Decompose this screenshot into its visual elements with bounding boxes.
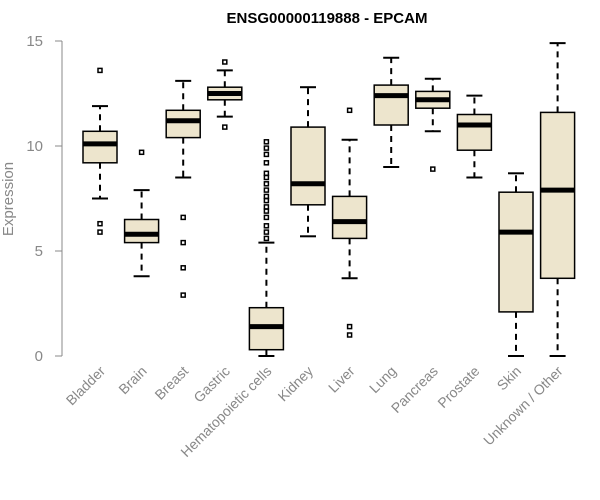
iqr-box: [82, 130, 118, 164]
box-liver: [331, 107, 368, 338]
outlier-point: [180, 292, 186, 298]
box-series: [82, 42, 576, 357]
box-bladder: [82, 67, 118, 235]
y-axis-label: Expression: [0, 162, 17, 236]
outlier-point: [263, 170, 270, 177]
outlier-point: [263, 151, 270, 158]
outlier-point: [346, 332, 353, 338]
outlier-point: [263, 223, 270, 229]
iqr-box: [290, 126, 326, 206]
outlier-point: [430, 166, 436, 172]
outlier-point: [263, 193, 270, 200]
outlier-point: [263, 204, 270, 210]
outlier-point: [346, 107, 353, 114]
outlier-point: [263, 174, 270, 181]
outlier-point: [263, 187, 270, 193]
outlier-point: [263, 181, 270, 187]
outlier-point: [138, 149, 145, 156]
box-prostate: [456, 94, 493, 179]
y-axis: 0 5 10 15: [26, 33, 63, 365]
category-label: Unknown / Other: [480, 363, 566, 449]
outlier-point: [97, 229, 103, 235]
outlier-point: [97, 67, 103, 74]
category-label: Breast: [151, 363, 191, 403]
category-label: Prostate: [434, 363, 482, 411]
box-pancreas: [415, 77, 451, 172]
outlier-point: [263, 145, 270, 151]
outlier-point: [263, 214, 270, 221]
iqr-box: [498, 191, 534, 313]
outlier-point: [180, 239, 186, 246]
category-label: Kidney: [275, 363, 317, 405]
outlier-point: [180, 214, 186, 221]
category-label: Lung: [366, 363, 399, 396]
chart-title: ENSG00000119888 - EPCAM: [227, 10, 428, 27]
outlier-point: [180, 265, 186, 271]
box-gastric: [207, 59, 243, 130]
y-tick-label: 15: [26, 33, 43, 50]
iqr-box: [456, 113, 493, 151]
outlier-point: [97, 220, 103, 227]
outlier-point: [346, 323, 353, 330]
outlier-point: [263, 139, 270, 145]
box-hematopoietic-cells: [248, 139, 285, 357]
outlier-point: [263, 229, 270, 235]
outlier-point: [263, 208, 270, 214]
iqr-box: [373, 84, 409, 126]
outlier-point: [263, 160, 270, 166]
y-tick-label: 0: [35, 348, 43, 365]
iqr-box: [331, 195, 368, 240]
category-label: Skin: [494, 363, 525, 394]
category-label: Bladder: [63, 363, 109, 409]
box-skin: [498, 172, 534, 357]
y-tick-label: 5: [35, 243, 43, 260]
box-breast: [165, 79, 201, 298]
box-kidney: [290, 86, 326, 238]
outlier-point: [222, 59, 228, 65]
y-tick-label: 10: [26, 138, 43, 155]
outlier-point: [263, 197, 270, 204]
iqr-box: [539, 111, 576, 280]
iqr-box: [123, 218, 160, 244]
box-brain: [123, 149, 160, 278]
iqr-box: [165, 109, 201, 139]
category-label: Liver: [325, 363, 358, 396]
box-lung: [373, 56, 409, 168]
box-unknown-other: [539, 42, 576, 357]
category-label: Brain: [115, 363, 149, 397]
outlier-point: [222, 124, 228, 130]
outlier-point: [263, 235, 270, 242]
